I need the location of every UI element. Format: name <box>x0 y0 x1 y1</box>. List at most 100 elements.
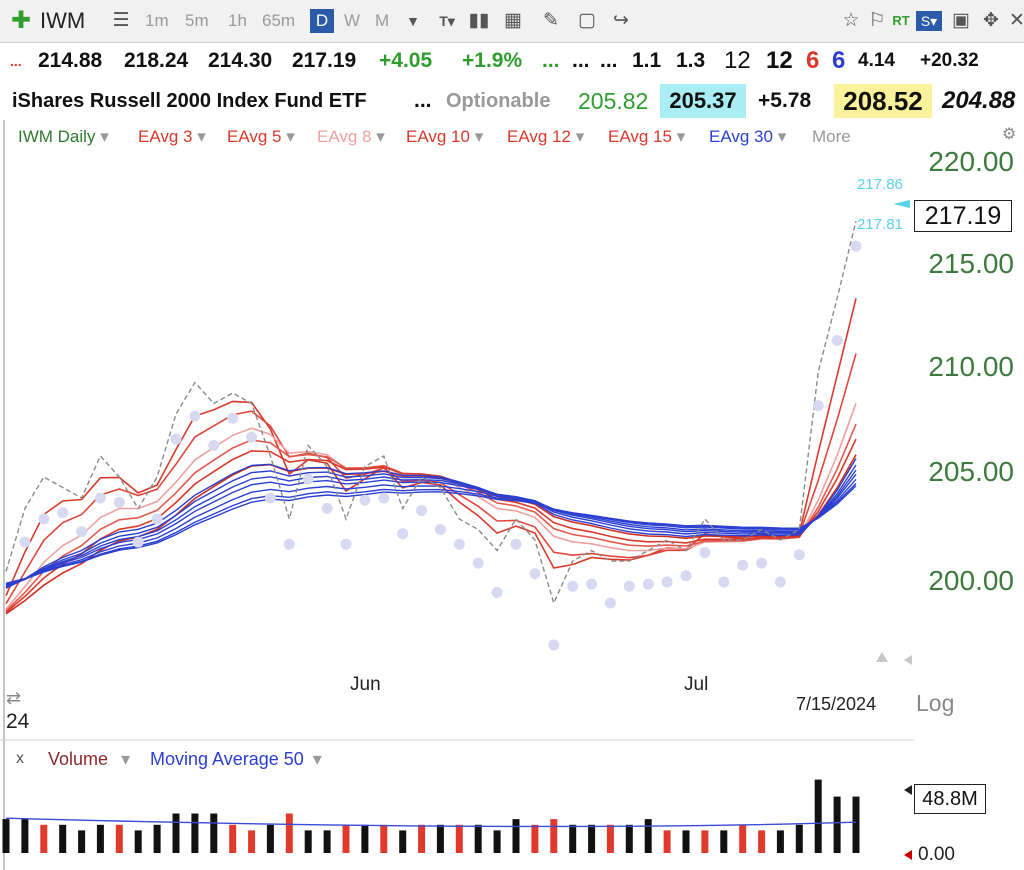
volume-bar <box>795 824 803 853</box>
volume-bar <box>493 830 501 853</box>
symbol-label[interactable]: IWM <box>40 8 86 33</box>
quote-v5: 6 <box>806 47 820 74</box>
price-tick-205: 205.00 <box>928 456 1014 487</box>
grid-add-icon[interactable]: ▦ <box>504 10 522 31</box>
volume-bar <box>606 824 614 853</box>
volume-ma-line <box>5 817 857 828</box>
volume-ma-legend[interactable]: Moving Average 50 ▾ <box>150 749 322 769</box>
interval-1m[interactable]: 1m <box>145 11 169 30</box>
low-dot <box>416 505 428 517</box>
star-icon[interactable]: ☆ <box>842 10 860 31</box>
volume-bar <box>266 824 274 853</box>
legend-eavg3[interactable]: EAvg 3 ▾ <box>138 127 206 146</box>
quote-v1: 1.1 <box>632 49 662 72</box>
volume-bar <box>474 824 482 853</box>
eavg-3-line <box>5 298 857 597</box>
settings-icon[interactable]: ⚙ <box>1002 126 1017 143</box>
low-dot <box>189 410 201 422</box>
low-dot <box>812 400 824 412</box>
legend-eavg15[interactable]: EAvg 15 ▾ <box>608 127 686 146</box>
scroll-up-icon[interactable] <box>876 652 888 662</box>
close-icon[interactable]: ✕ <box>1009 10 1024 31</box>
legend-eavg12[interactable]: EAvg 12 ▾ <box>507 127 585 146</box>
low-dot <box>359 494 371 506</box>
interval-65m[interactable]: 65m <box>262 11 296 30</box>
interval-5m[interactable]: 5m <box>185 11 209 30</box>
interval-daily-button[interactable]: D <box>310 9 334 33</box>
legend-eavg30[interactable]: EAvg 30 ▾ <box>709 127 787 146</box>
interval-monthly[interactable]: M <box>375 11 390 30</box>
low-dot <box>151 513 163 525</box>
price-tick-210: 210.00 <box>928 351 1014 382</box>
volume-bar <box>2 819 10 853</box>
legend-eavg5[interactable]: EAvg 5 ▾ <box>227 127 295 146</box>
toolbar: ✚ IWM ☰ 1m 5m 1h 65m D W M ▼ T▾ ▮▮ ▦ ✎ ▢… <box>0 0 1024 43</box>
bar-chart-icon[interactable]: ▮▮ <box>468 10 490 31</box>
marker-bottom-label: 217.81 <box>857 216 903 233</box>
volume-bar <box>342 824 350 853</box>
eavg-blue-30-line <box>5 485 857 584</box>
share-icon[interactable]: ↪ <box>613 10 629 31</box>
legend-eavg8[interactable]: EAvg 8 ▾ <box>317 127 385 146</box>
scroll-left-icon[interactable] <box>904 655 912 665</box>
low-dot <box>756 557 768 569</box>
log-toggle[interactable]: Log <box>916 690 955 716</box>
volume-bar <box>701 830 709 853</box>
reset-scroll-icon[interactable]: ⇄ <box>6 688 22 708</box>
save-icon[interactable]: ▣ <box>952 10 970 31</box>
legend-iwm-daily-label: IWM Daily <box>18 127 96 146</box>
dropdown-icon[interactable]: ▼ <box>406 13 420 29</box>
volume-bar <box>191 813 199 853</box>
low-dot <box>19 536 31 548</box>
low-dot <box>132 536 144 548</box>
move-icon[interactable]: ✥ <box>983 10 999 31</box>
volume-ma-legend-label: Moving Average 50 <box>150 749 304 769</box>
flag-icon[interactable]: ⚐ <box>868 10 886 31</box>
quote-v7: 4.14 <box>858 50 895 71</box>
volume-bar <box>59 824 67 853</box>
low-dot <box>227 412 239 424</box>
legend-more[interactable]: More <box>812 127 851 146</box>
info-ellipsis: ... <box>414 89 432 112</box>
low-dot <box>340 538 352 550</box>
volume-panel-close[interactable]: x <box>16 750 24 767</box>
volume-bar <box>512 819 520 853</box>
volume-bar <box>644 819 652 853</box>
volume-bar <box>588 824 596 853</box>
low-dots-group <box>19 240 862 651</box>
pencil-icon[interactable]: ✎ <box>543 10 559 31</box>
security-name: iShares Russell 2000 Index Fund ETF <box>12 90 367 112</box>
text-tool-icon[interactable]: T▾ <box>439 13 455 29</box>
low-dot <box>283 538 295 550</box>
legend-eavg10[interactable]: EAvg 10 ▾ <box>406 127 484 146</box>
s-dropdown-icon[interactable]: S▾ <box>916 11 942 31</box>
info-p4: 208.52 <box>834 84 932 118</box>
quote-ellipsis-2: ... <box>600 49 618 72</box>
time-label-jun: Jun <box>350 674 381 695</box>
add-symbol-icon[interactable]: ✚ <box>10 7 32 34</box>
volume-bar <box>758 830 766 853</box>
eavg-blue-25-line <box>5 478 857 586</box>
legend-iwm-daily[interactable]: IWM Daily ▾ <box>18 127 109 146</box>
quote-low: 214.30 <box>208 49 273 72</box>
eavg-red-group <box>5 298 857 615</box>
low-dot <box>623 580 635 592</box>
rt-icon[interactable]: RT <box>892 13 910 28</box>
volume-bar <box>550 819 558 853</box>
note-icon[interactable]: ▢ <box>578 10 596 31</box>
volume-legend[interactable]: Volume ▾ <box>48 749 131 769</box>
volume-bar <box>248 830 256 853</box>
interval-1h[interactable]: 1h <box>228 11 247 30</box>
quote-close: 217.19 <box>292 49 357 72</box>
low-dot <box>567 580 579 592</box>
legend-eavg30-label: EAvg 30 <box>709 127 773 146</box>
list-icon[interactable]: ☰ <box>112 10 130 31</box>
low-dot <box>529 568 541 580</box>
low-dot <box>170 433 182 445</box>
interval-weekly[interactable]: W <box>344 11 361 30</box>
year-fragment: 24 <box>6 710 30 733</box>
quote-v2: 1.3 <box>676 49 706 72</box>
quote-change: +4.05 <box>379 49 433 72</box>
volume-zero-label: 0.00 <box>918 844 955 865</box>
